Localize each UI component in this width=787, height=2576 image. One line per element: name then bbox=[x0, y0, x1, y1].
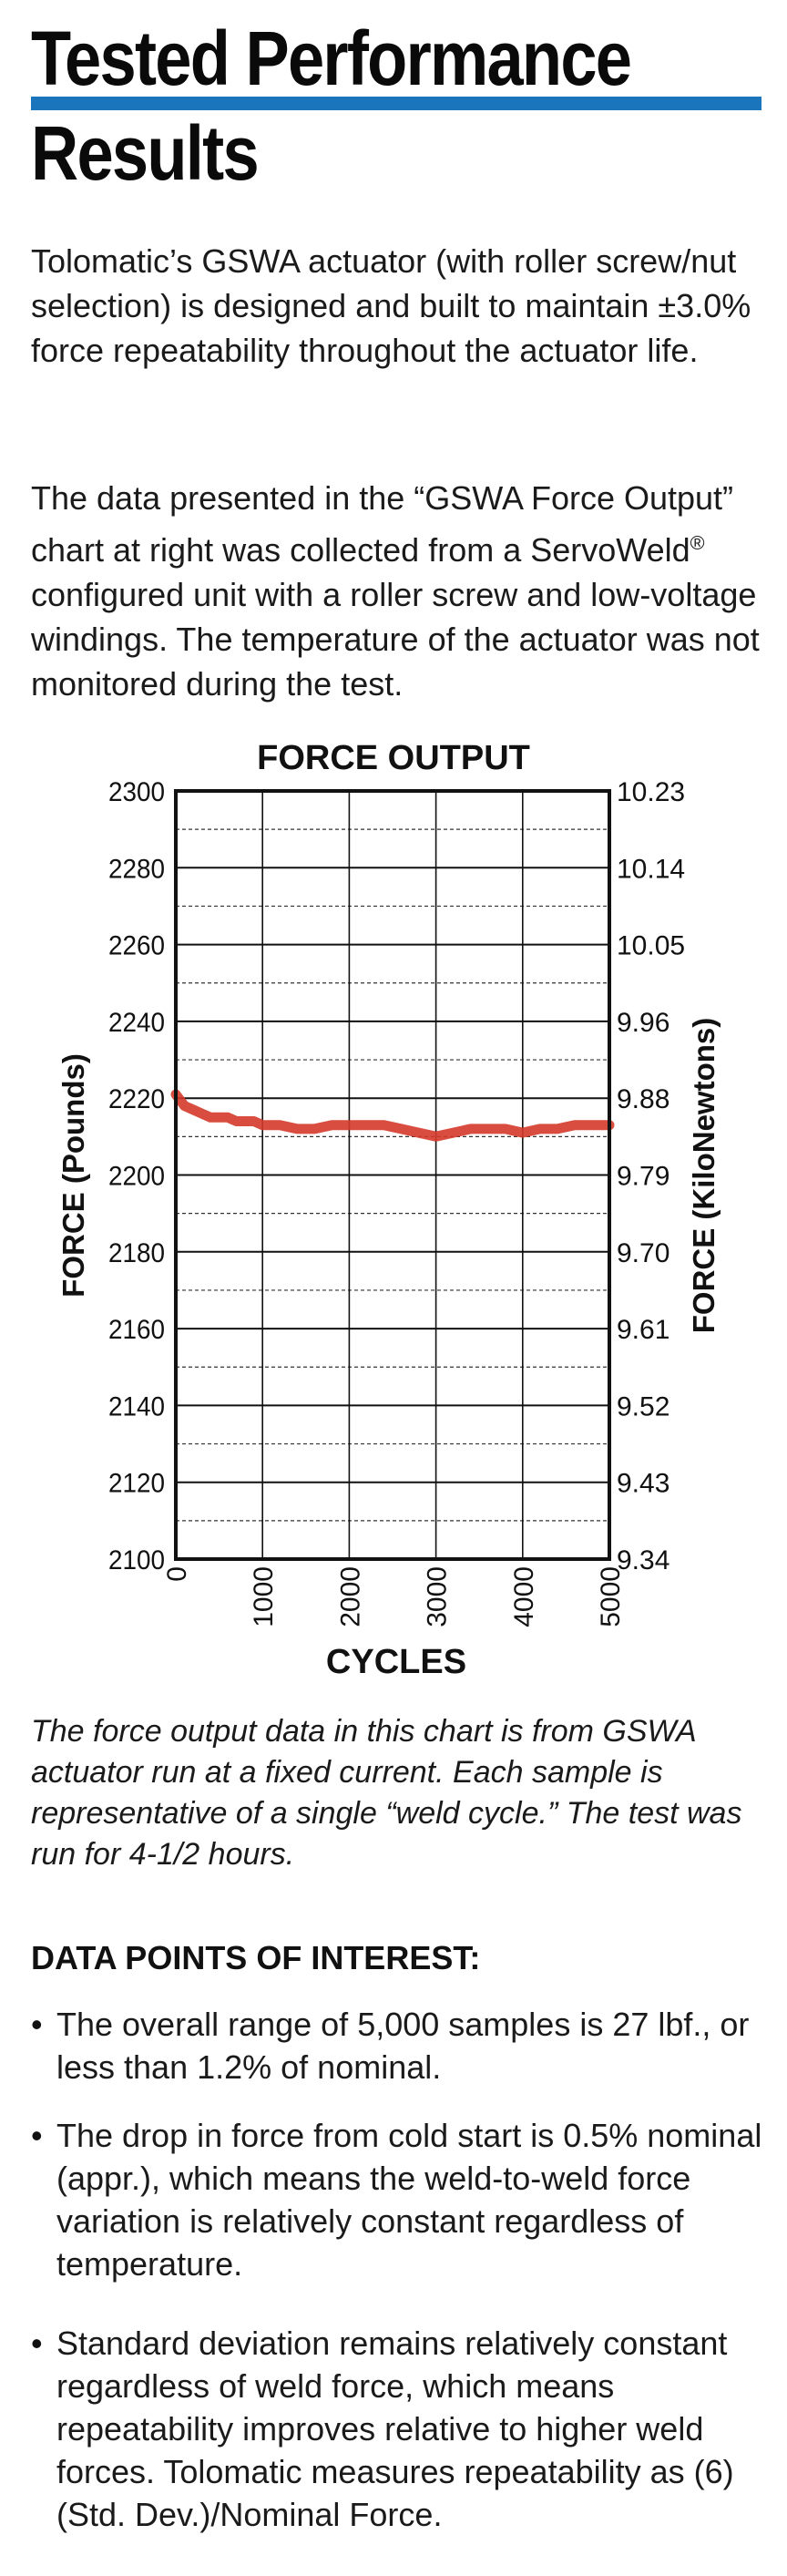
bullet-marker: • bbox=[31, 2117, 43, 2154]
list-item-text: Standard deviation remains relatively co… bbox=[56, 2325, 734, 2533]
list-item: • The drop in force from cold start is 0… bbox=[31, 2114, 769, 2285]
y-tick-label: 2240 bbox=[108, 1008, 165, 1038]
y-tick-label: 2200 bbox=[108, 1162, 165, 1192]
bullet-marker: • bbox=[31, 2325, 43, 2362]
chart-title: FORCE OUTPUT bbox=[257, 739, 530, 777]
list-item-text: The overall range of 5,000 samples is 27… bbox=[56, 2006, 750, 2086]
list-item: • The overall range of 5,000 samples is … bbox=[31, 2003, 769, 2089]
y2-tick-label: 9.61 bbox=[617, 1315, 669, 1345]
chart-grid bbox=[176, 791, 609, 1560]
y2-tick-label: 10.14 bbox=[617, 854, 685, 884]
list-item-text: The drop in force from cold start is 0.5… bbox=[56, 2117, 762, 2283]
y-tick-label: 2160 bbox=[108, 1315, 165, 1345]
y-axis-label-right: FORCE (KiloNewtons) bbox=[687, 1018, 721, 1333]
bullet-marker: • bbox=[31, 2006, 43, 2043]
y-tick-label: 2100 bbox=[108, 1545, 165, 1575]
plot-frame bbox=[174, 789, 611, 1561]
y2-tick-label: 10.23 bbox=[617, 777, 685, 807]
y-tick-label: 2260 bbox=[108, 931, 165, 961]
page-title-line-2: Results bbox=[31, 110, 260, 196]
intro-paragraph-2-end: configured unit with a roller screw and … bbox=[31, 576, 760, 703]
registered-mark: ® bbox=[690, 531, 705, 554]
intro-paragraph-1: Tolomatic’s GSWA actuator (with roller s… bbox=[31, 242, 751, 369]
x-axis-label: CYCLES bbox=[326, 1643, 466, 1681]
force-output-chart: FORCE OUTPUT 2300 2280 2260 2240 2220 2200 218… bbox=[56, 739, 721, 1681]
x-tick-label: 4000 bbox=[509, 1566, 539, 1627]
chart-caption: The force output data in this chart is f… bbox=[31, 1714, 742, 1872]
intro-paragraph-2-start: The data presented in the “GSWA Force Ou… bbox=[31, 479, 734, 569]
series-line bbox=[170, 1089, 615, 1142]
y2-tick-label: 9.52 bbox=[617, 1391, 669, 1421]
y-axis-left-ticks: 2300 2280 2260 2240 2220 2200 2180 2160 2140 2120… bbox=[108, 777, 165, 1575]
y2-tick-label: 9.43 bbox=[617, 1469, 669, 1499]
y-tick-label: 2220 bbox=[108, 1084, 165, 1114]
y2-tick-label: 9.79 bbox=[617, 1162, 669, 1192]
y-tick-label: 2140 bbox=[108, 1391, 165, 1421]
chart-series bbox=[170, 1089, 615, 1142]
y-tick-label: 2180 bbox=[108, 1238, 165, 1268]
y-axis-label-left: FORCE (Pounds) bbox=[56, 1053, 90, 1298]
x-tick-label: 0 bbox=[162, 1566, 192, 1582]
y-tick-label: 2120 bbox=[108, 1469, 165, 1499]
intro-paragraph-2: The data presented in the “GSWA Force Ou… bbox=[31, 476, 769, 706]
x-tick-label: 5000 bbox=[596, 1566, 626, 1627]
x-tick-label: 2000 bbox=[335, 1566, 365, 1627]
y-tick-label: 2280 bbox=[108, 854, 165, 884]
page-title-line-1: Tested Performance bbox=[31, 15, 632, 101]
y2-tick-label: 9.88 bbox=[617, 1084, 669, 1114]
data-points-heading: DATA POINTS OF INTEREST: bbox=[31, 1939, 481, 1976]
y2-tick-label: 9.34 bbox=[617, 1545, 669, 1575]
x-tick-label: 3000 bbox=[423, 1566, 453, 1627]
y2-tick-label: 10.05 bbox=[617, 931, 685, 961]
x-axis-ticks: 0 1000 2000 3000 4000 5000 bbox=[162, 1566, 626, 1627]
x-tick-label: 1000 bbox=[249, 1566, 279, 1627]
y-axis-right-ticks: 10.23 10.14 10.05 9.96 9.88 9.79 9.70 9.61 9.52 9… bbox=[617, 777, 685, 1575]
y2-tick-label: 9.70 bbox=[617, 1238, 669, 1268]
y-tick-label: 2300 bbox=[108, 777, 165, 807]
y2-tick-label: 9.96 bbox=[617, 1008, 669, 1038]
title-rule bbox=[31, 97, 761, 110]
list-item: • Standard deviation remains relatively … bbox=[31, 2322, 769, 2536]
